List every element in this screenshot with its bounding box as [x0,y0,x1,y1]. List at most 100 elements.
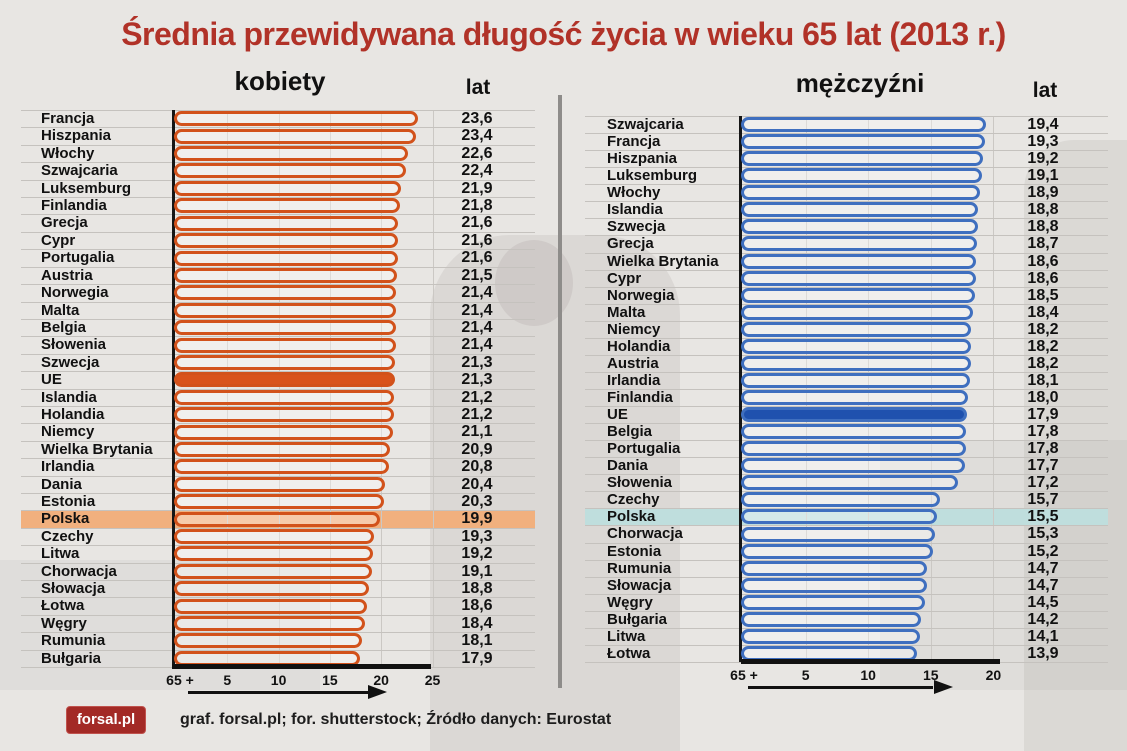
value-bar [741,117,986,132]
gridline-horizontal [585,423,1108,425]
country-label: Francja [41,110,95,127]
gridline-vertical [993,116,995,662]
value-label: 21,4 [461,336,493,354]
value-bar [741,628,920,644]
value-label: 13,9 [1027,644,1059,662]
gridline-horizontal [21,458,535,460]
value-label: 18,2 [1027,320,1059,338]
value-label: 14,1 [1027,627,1059,645]
gridline-horizontal [585,184,1108,186]
country-label: Niemcy [41,423,95,441]
axis-tick-label: 5 [801,667,810,683]
value-bar [174,302,396,318]
value-label: 21,3 [461,353,493,371]
gridline-horizontal [585,457,1108,459]
country-label: Austria [607,354,659,372]
gridline-horizontal [21,110,535,111]
country-label: Malta [607,303,646,321]
value-bar [741,458,965,474]
value-label: 20,9 [461,440,493,458]
gridline-horizontal [21,318,535,320]
gridline-horizontal [21,214,535,216]
gridline-horizontal [21,562,535,564]
gridline-horizontal [21,440,535,442]
gridline-vertical [805,116,807,662]
value-label: 18,5 [1027,286,1059,304]
country-label: Finlandia [41,197,107,214]
value-label: 18,6 [1027,269,1059,287]
value-bar [741,185,980,201]
axis-tick-label: 25 [424,672,441,688]
value-label: 21,8 [461,197,493,214]
value-label: 17,7 [1027,457,1059,475]
gridline-horizontal [585,150,1108,152]
country-label: Holandia [41,405,105,423]
value-bar [174,146,408,161]
value-bar [741,475,959,491]
value-bar [741,236,978,252]
value-label: 17,9 [461,649,493,667]
value-label: 15,3 [1027,525,1059,543]
gridline-horizontal [21,545,535,547]
gridline-vertical [868,116,870,662]
highlight-band-polska [21,510,535,528]
country-label: Islandia [607,201,663,219]
value-bar [174,407,394,423]
country-label: Słowacja [41,580,106,597]
value-label: 19,1 [461,562,493,580]
gridline-horizontal [585,525,1108,527]
value-bar [741,611,921,627]
gridline-horizontal [21,632,535,634]
axis-origin-label: 65 + [166,672,194,688]
gridline-horizontal [585,201,1108,203]
axis-zero-line [172,110,175,667]
gridline-horizontal [585,371,1108,373]
gridline-horizontal [585,320,1108,322]
value-bar [741,390,969,405]
axis-tick-label: 10 [270,672,287,688]
value-bar [741,151,984,167]
axis-origin-label: 65 + [730,667,758,683]
value-label: 18,2 [1027,354,1059,372]
gridline-horizontal [585,542,1108,544]
gridline-horizontal [585,508,1108,510]
value-label: 21,4 [461,284,493,302]
country-label: Francja [607,133,661,151]
gridline-horizontal [585,576,1108,578]
value-bar [174,424,393,440]
value-bar [741,577,927,593]
chart-title: Średnia przewidywana długość życia w wie… [121,16,1006,52]
country-label: Cypr [41,231,76,249]
gridline-horizontal [585,644,1108,646]
country-label: Belgia [41,318,87,336]
country-label: Wielka Brytania [41,440,153,458]
value-bar [174,389,394,405]
value-bar [174,563,372,579]
value-label: 21,3 [461,371,493,389]
country-label: Hiszpania [607,150,678,168]
gridline-horizontal [21,597,535,599]
value-bar [741,560,927,576]
gridline-horizontal [21,249,535,251]
value-label: 18,6 [461,597,493,615]
value-label: 21,4 [461,301,493,319]
value-label: 21,6 [461,231,493,249]
gridline-horizontal [585,303,1108,305]
value-label: 19,2 [461,545,493,563]
country-label: Czechy [607,491,660,509]
axis-tick-label: 15 [322,672,338,688]
axis-zero-line [739,116,742,662]
country-label: Portugalia [607,440,681,458]
gridline-horizontal [21,266,535,268]
gridline-horizontal [585,406,1108,407]
value-label: 21,9 [461,179,493,197]
value-bar [174,233,398,248]
value-bar [741,134,985,150]
country-label: Chorwacja [41,562,117,580]
value-bar [174,250,398,266]
value-bar [741,407,968,422]
value-bar [174,111,419,127]
men-section-label: mężczyźni [795,68,925,98]
value-bar [174,581,369,597]
gridline-horizontal [585,440,1108,442]
